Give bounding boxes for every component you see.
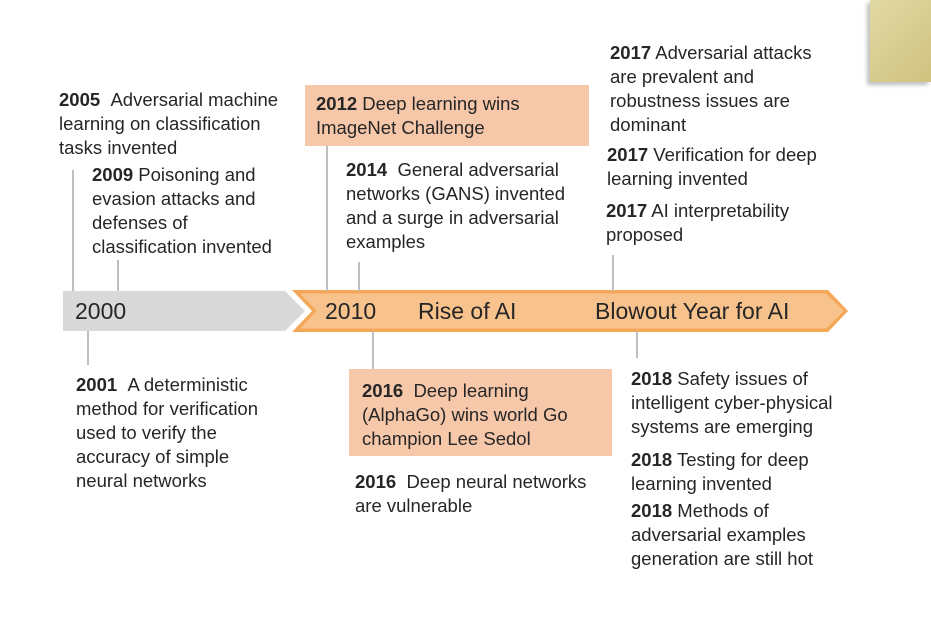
event-text-line: Deep neural networks	[406, 471, 587, 492]
connector-2001	[87, 331, 89, 365]
corner-decoration	[870, 0, 931, 82]
event-text-line: tasks invented	[59, 137, 178, 158]
event-2016-alphago: 2016 Deep learning (AlphaGo) wins world …	[362, 379, 568, 451]
event-2017-adversarial: 2017 Adversarial attacks are prevalent a…	[610, 41, 812, 137]
timeline-segment-ai-era-fill	[300, 293, 844, 329]
event-year: 2018	[631, 368, 673, 389]
event-text-line: Poisoning and	[138, 164, 256, 185]
band-label-blowout-year: Blowout Year for AI	[595, 298, 790, 324]
event-text-line: Safety issues of	[677, 368, 808, 389]
band-label-2010: 2010	[325, 298, 377, 324]
event-text-line: robustness issues are	[610, 90, 790, 111]
highlight-box-2012	[305, 85, 589, 146]
connector-2017	[612, 255, 614, 291]
connector-2005	[72, 170, 74, 291]
connector-2012	[326, 146, 328, 291]
event-text-line: Verification for deep	[653, 144, 817, 165]
event-text-line: AI interpretability	[651, 200, 790, 221]
event-2018-methods: 2018 Methods of adversarial examples gen…	[631, 499, 813, 571]
event-text-line: champion Lee Sedol	[362, 428, 531, 449]
event-text-line: neural networks	[76, 470, 207, 491]
event-text-line: classification invented	[92, 236, 272, 257]
event-text-line: method for verification	[76, 398, 259, 419]
event-text-line: systems are emerging	[631, 416, 813, 437]
event-text-line: evasion attacks and	[92, 188, 256, 209]
event-2014: 2014 General adversarial networks (GANS)…	[346, 158, 565, 254]
event-text-line: generation are still hot	[631, 548, 814, 569]
event-2016-vulnerable: 2016 Deep neural networks are vulnerable	[355, 470, 586, 518]
event-text-line: adversarial examples	[631, 524, 806, 545]
event-text-line: defenses of	[92, 212, 188, 233]
event-text-line: (AlphaGo) wins world Go	[362, 404, 568, 425]
event-text-line: are vulnerable	[355, 495, 473, 516]
event-text-line: Deep learning	[413, 380, 529, 401]
event-2009: 2009 Poisoning and evasion attacks and d…	[92, 163, 272, 259]
event-text-line: and a surge in adversarial	[346, 207, 559, 228]
event-year: 2001	[76, 374, 118, 395]
event-year: 2017	[606, 200, 648, 221]
event-text-line: Deep learning wins	[362, 93, 520, 114]
event-text-line: examples	[346, 231, 426, 252]
event-text-line: General adversarial	[397, 159, 559, 180]
event-2018-testing: 2018 Testing for deep learning invented	[631, 448, 809, 496]
event-2005: 2005 Adversarial machine learning on cla…	[59, 88, 278, 160]
band-label-rise-of-ai: Rise of AI	[418, 298, 517, 324]
event-text-line: proposed	[606, 224, 684, 245]
event-text-line: intelligent cyber-physical	[631, 392, 833, 413]
event-year: 2018	[631, 500, 673, 521]
timeline-segment-2000	[63, 291, 305, 331]
event-text-line: learning invented	[631, 473, 772, 494]
event-year: 2016	[355, 471, 397, 492]
band-label-2000: 2000	[75, 298, 127, 324]
event-text-line: dominant	[610, 114, 687, 135]
event-2017-verification: 2017 Verification for deep learning inve…	[607, 143, 817, 191]
event-year: 2018	[631, 449, 673, 470]
event-text-line: Adversarial attacks	[655, 42, 812, 63]
event-text-line: used to verify the	[76, 422, 217, 443]
event-2017-interpretability: 2017 AI interpretability proposed	[606, 199, 789, 247]
event-text-line: Methods of	[677, 500, 769, 521]
event-text-line: A deterministic	[127, 374, 248, 395]
event-text-line: Testing for deep	[676, 449, 809, 470]
event-year: 2017	[607, 144, 649, 165]
event-text-line: networks (GANS) invented	[346, 183, 566, 204]
event-text-line: Adversarial machine	[110, 89, 279, 110]
event-year: 2017	[610, 42, 652, 63]
connector-2018	[636, 331, 638, 358]
event-text-line: ImageNet Challenge	[316, 117, 485, 138]
event-text-line: are prevalent and	[610, 66, 754, 87]
connector-2014	[358, 262, 360, 291]
event-text-line: accuracy of simple	[76, 446, 230, 467]
connector-2009	[117, 260, 119, 291]
highlight-box-2016	[349, 369, 612, 456]
event-year: 2012	[316, 93, 358, 114]
event-2018-safety: 2018 Safety issues of intelligent cyber-…	[631, 367, 833, 439]
event-text-line: learning invented	[607, 168, 748, 189]
event-year: 2014	[346, 159, 388, 180]
event-year: 2005	[59, 89, 101, 110]
event-2012: 2012 Deep learning wins ImageNet Challen…	[316, 92, 520, 140]
event-year: 2016	[362, 380, 404, 401]
event-text-line: learning on classification	[59, 113, 261, 134]
event-year: 2009	[92, 164, 134, 185]
event-2001: 2001 A deterministic method for verifica…	[76, 373, 258, 493]
connector-2016	[372, 331, 374, 369]
